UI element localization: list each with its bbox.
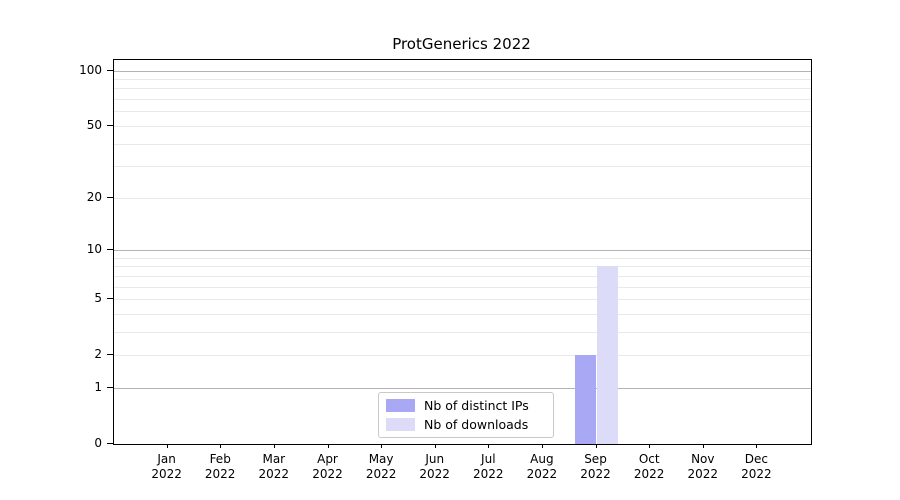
x-tick-year: 2022 [312,467,343,481]
gridline-minor [114,143,811,145]
x-tick-year: 2022 [419,467,450,481]
x-tick-label: Nov 2022 [673,452,733,482]
y-tick-label: 50 [86,117,102,132]
y-axis-tick [107,386,113,388]
x-tick-month: May [368,452,394,466]
x-tick-label: Mar 2022 [244,452,304,482]
legend-label-distinct-ips: Nb of distinct IPs [424,397,529,413]
gridline-minor [114,331,811,333]
x-tick-month: Mar [262,452,286,466]
x-tick-year: 2022 [633,467,665,481]
x-tick-year: 2022 [526,467,558,481]
gridline-minor [114,313,811,315]
x-tick-year: 2022 [473,467,504,481]
x-tick-year: 2022 [741,467,772,481]
y-tick-label: 5 [94,291,102,305]
x-tick-month: Oct [638,452,660,466]
x-axis-tick [488,444,490,448]
x-tick-month: Jul [481,452,496,466]
x-axis-tick [434,444,436,448]
y-axis-tick [107,354,113,356]
bar-nb-of-downloads [596,266,618,444]
x-axis-tick [327,444,329,448]
legend-item-downloads: Nb of downloads [386,417,553,432]
gridline-minor [114,111,811,113]
x-tick-month: Apr [317,452,338,466]
y-tick-label: 0 [94,436,102,450]
x-axis-tick [649,444,651,448]
gridline-minor [114,78,811,80]
gridline-minor [114,286,811,288]
legend-swatch-downloads [386,418,415,432]
x-tick-label: Apr 2022 [298,452,358,482]
x-tick-label: Jan 2022 [137,452,197,482]
y-axis-tick [107,124,113,126]
x-tick-month: Feb [209,452,231,466]
y-tick-label: 10 [86,241,102,256]
x-axis-tick [381,444,383,448]
y-axis-tick [107,298,113,299]
x-tick-label: Sep 2022 [566,452,626,482]
x-tick-label: Oct 2022 [619,452,679,482]
gridline-major [114,249,811,251]
y-tick-label: 1 [94,379,102,394]
x-tick-year: 2022 [204,467,236,481]
x-tick-month: Dec [744,452,768,466]
gridline-major [114,387,811,389]
x-tick-month: Nov [691,452,715,466]
x-axis-tick [702,444,704,448]
legend-item-distinct-ips: Nb of distinct IPs [386,398,553,413]
gridline-minor [114,166,811,168]
y-axis-tick [107,248,113,250]
chart-title: ProtGenerics 2022 [392,35,531,53]
gridline-minor [114,355,811,357]
legend-swatch-distinct-ips [386,398,415,412]
x-tick-label: Jun 2022 [405,452,465,482]
gridline-minor [114,266,811,268]
gridline-minor [114,275,811,277]
y-tick-label: 2 [94,347,102,362]
x-tick-label: Aug 2022 [512,452,572,482]
gridline-minor [114,299,811,300]
x-axis-tick [220,444,222,448]
y-axis-tick [107,69,113,71]
gridline-minor [114,197,811,199]
y-axis-tick [107,196,113,198]
x-tick-label: May 2022 [351,452,411,482]
x-tick-year: 2022 [151,467,182,481]
x-tick-year: 2022 [258,467,290,481]
x-tick-year: 2022 [580,467,611,481]
y-axis-tick [107,443,113,444]
x-tick-month: Jan [157,452,176,466]
x-axis-tick [166,444,168,448]
y-tick-label: 100 [79,62,102,77]
legend-label-downloads: Nb of downloads [424,417,529,433]
y-tick-label: 20 [86,189,102,204]
x-axis-tick [756,444,758,448]
plot-area [113,59,812,445]
x-tick-year: 2022 [365,467,397,481]
x-axis-tick [273,444,275,448]
x-tick-month: Jun [425,452,445,466]
x-axis-tick [541,444,543,448]
x-tick-label: Dec 2022 [726,452,786,482]
gridline-minor [114,88,811,90]
x-tick-month: Aug [530,452,554,466]
x-tick-label: Jul 2022 [458,452,518,482]
gridline-minor [114,257,811,259]
x-tick-label: Feb 2022 [190,452,250,482]
bar-nb-of-distinct-ips [575,355,597,444]
legend: Nb of distinct IPs Nb of downloads [378,392,554,438]
gridline-minor [114,99,811,100]
gridline-minor [114,125,811,127]
x-tick-month: Sep [584,452,607,466]
x-axis-tick [595,444,597,448]
x-tick-year: 2022 [687,467,719,481]
gridline-major [114,70,811,72]
